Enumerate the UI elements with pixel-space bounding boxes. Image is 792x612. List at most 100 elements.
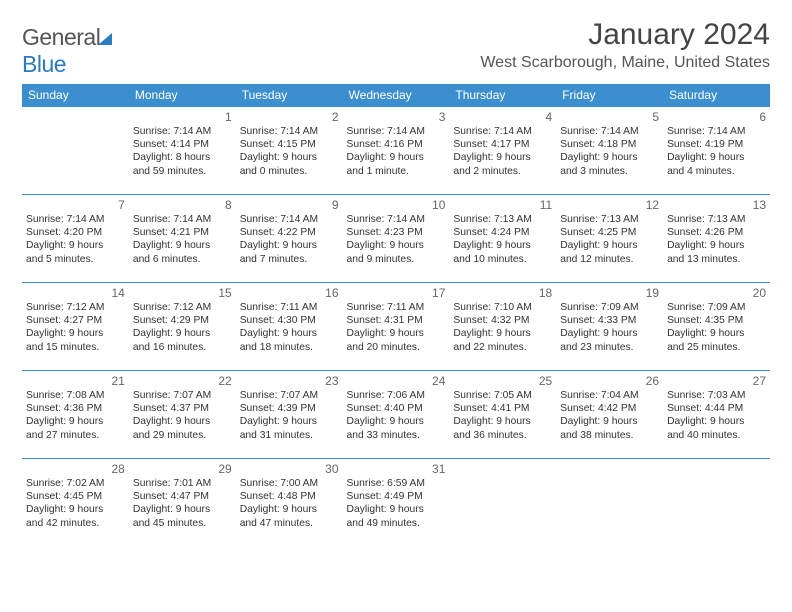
day-number: 31 [347,462,446,477]
day-data: Sunrise: 7:14 AMSunset: 4:23 PMDaylight:… [347,213,446,266]
day-line: Sunrise: 7:07 AM [240,389,339,402]
day-line: Sunrise: 7:13 AM [560,213,659,226]
day-line: and 49 minutes. [347,517,446,530]
day-line: and 29 minutes. [133,429,232,442]
day-number: 6 [667,110,766,125]
day-number: 24 [347,374,446,389]
day-cell: 29Sunrise: 7:01 AMSunset: 4:47 PMDayligh… [129,459,236,547]
day-line: Daylight: 9 hours [453,151,552,164]
day-line: and 31 minutes. [240,429,339,442]
day-line: Daylight: 9 hours [240,239,339,252]
day-number: 25 [453,374,552,389]
day-data: Sunrise: 7:11 AMSunset: 4:31 PMDaylight:… [347,301,446,354]
day-line: Sunrise: 6:59 AM [347,477,446,490]
day-line: Sunset: 4:30 PM [240,314,339,327]
brand-text: General Blue [22,24,112,78]
day-line: Sunrise: 7:14 AM [347,213,446,226]
day-line: Sunset: 4:37 PM [133,402,232,415]
day-number: 20 [667,286,766,301]
day-line: and 16 minutes. [133,341,232,354]
day-line: Sunrise: 7:09 AM [667,301,766,314]
day-cell: 10Sunrise: 7:14 AMSunset: 4:23 PMDayligh… [343,195,450,283]
day-line: and 27 minutes. [26,429,125,442]
day-line: Daylight: 9 hours [667,415,766,428]
dayhead-tue: Tuesday [236,84,343,107]
day-cell: 5Sunrise: 7:14 AMSunset: 4:18 PMDaylight… [556,107,663,195]
day-line: Sunrise: 7:13 AM [453,213,552,226]
calendar-table: Sunday Monday Tuesday Wednesday Thursday… [22,84,770,547]
day-line: and 59 minutes. [133,165,232,178]
day-cell: 19Sunrise: 7:09 AMSunset: 4:33 PMDayligh… [556,283,663,371]
day-cell: 4Sunrise: 7:14 AMSunset: 4:17 PMDaylight… [449,107,556,195]
day-line: Daylight: 9 hours [453,239,552,252]
day-line: and 10 minutes. [453,253,552,266]
day-line: and 23 minutes. [560,341,659,354]
day-line: and 12 minutes. [560,253,659,266]
day-cell: 22Sunrise: 7:07 AMSunset: 4:37 PMDayligh… [129,371,236,459]
dayhead-sat: Saturday [663,84,770,107]
location-text: West Scarborough, Maine, United States [480,54,770,72]
day-line: Daylight: 9 hours [133,415,232,428]
day-line: Sunset: 4:49 PM [347,490,446,503]
day-data: Sunrise: 7:14 AMSunset: 4:21 PMDaylight:… [133,213,232,266]
day-line: and 47 minutes. [240,517,339,530]
day-line: Daylight: 9 hours [26,239,125,252]
day-line: Sunrise: 7:08 AM [26,389,125,402]
day-line: and 1 minute. [347,165,446,178]
day-number: 16 [240,286,339,301]
day-line: Sunrise: 7:14 AM [667,125,766,138]
day-data: Sunrise: 6:59 AMSunset: 4:49 PMDaylight:… [347,477,446,530]
day-line: and 9 minutes. [347,253,446,266]
day-line: Daylight: 9 hours [560,327,659,340]
day-line: Sunset: 4:26 PM [667,226,766,239]
day-line: Sunset: 4:16 PM [347,138,446,151]
week-row: 14Sunrise: 7:12 AMSunset: 4:27 PM Dayligh… [22,283,770,371]
day-line: Sunrise: 7:14 AM [133,125,232,138]
day-cell: 21Sunrise: 7:08 AMSunset: 4:36 PMDayligh… [22,371,129,459]
day-data: Sunrise: 7:14 AMSunset: 4:15 PMDaylight:… [240,125,339,178]
day-line: Daylight: 9 hours [133,503,232,516]
day-line: Daylight: 9 hours [347,327,446,340]
day-cell: 28Sunrise: 7:02 AMSunset: 4:45 PMDayligh… [22,459,129,547]
day-line: Sunset: 4:42 PM [560,402,659,415]
day-line: Sunset: 4:27 PM [26,314,125,327]
day-line: Sunrise: 7:04 AM [560,389,659,402]
dayhead-thu: Thursday [449,84,556,107]
day-cell: 31Sunrise: 6:59 AMSunset: 4:49 PMDayligh… [343,459,450,547]
header: General Blue January 2024 West Scarborou… [22,18,770,78]
week-row: 7Sunrise: 7:14 AMSunset: 4:20 PMDaylight… [22,195,770,283]
day-number: 1 [133,110,232,125]
day-line: Sunrise: 7:14 AM [240,125,339,138]
day-data: Sunrise: 7:08 AMSunset: 4:36 PMDaylight:… [26,389,125,442]
day-line: Sunrise: 7:12 AM [26,301,125,314]
day-data: Sunrise: 7:09 AMSunset: 4:33 PMDaylight:… [560,301,659,354]
day-cell: 27Sunrise: 7:03 AMSunset: 4:44 PMDayligh… [663,371,770,459]
day-line: Daylight: 8 hours [133,151,232,164]
day-number: 17 [347,286,446,301]
day-line: Sunset: 4:23 PM [347,226,446,239]
day-line: Sunset: 4:36 PM [26,402,125,415]
day-number: 14 [26,286,125,301]
day-line: Sunset: 4:14 PM [133,138,232,151]
day-number: 22 [133,374,232,389]
day-line: Daylight: 9 hours [667,151,766,164]
day-line: and 2 minutes. [453,165,552,178]
day-line: Sunrise: 7:05 AM [453,389,552,402]
day-number: 23 [240,374,339,389]
dayhead-wed: Wednesday [343,84,450,107]
brand-logo: General Blue [22,18,112,78]
day-line: Sunset: 4:45 PM [26,490,125,503]
dayhead-mon: Monday [129,84,236,107]
month-title: January 2024 [480,18,770,52]
day-line: Sunrise: 7:03 AM [667,389,766,402]
day-cell: 13Sunrise: 7:13 AMSunset: 4:26 PMDayligh… [663,195,770,283]
day-number: 11 [453,198,552,213]
day-number: 4 [453,110,552,125]
day-line: and 45 minutes. [133,517,232,530]
day-number: 30 [240,462,339,477]
day-line: Daylight: 9 hours [347,151,446,164]
day-line: Sunrise: 7:14 AM [240,213,339,226]
day-data: Sunrise: 7:10 AMSunset: 4:32 PMDaylight:… [453,301,552,354]
day-number: 5 [560,110,659,125]
day-line: Sunset: 4:18 PM [560,138,659,151]
